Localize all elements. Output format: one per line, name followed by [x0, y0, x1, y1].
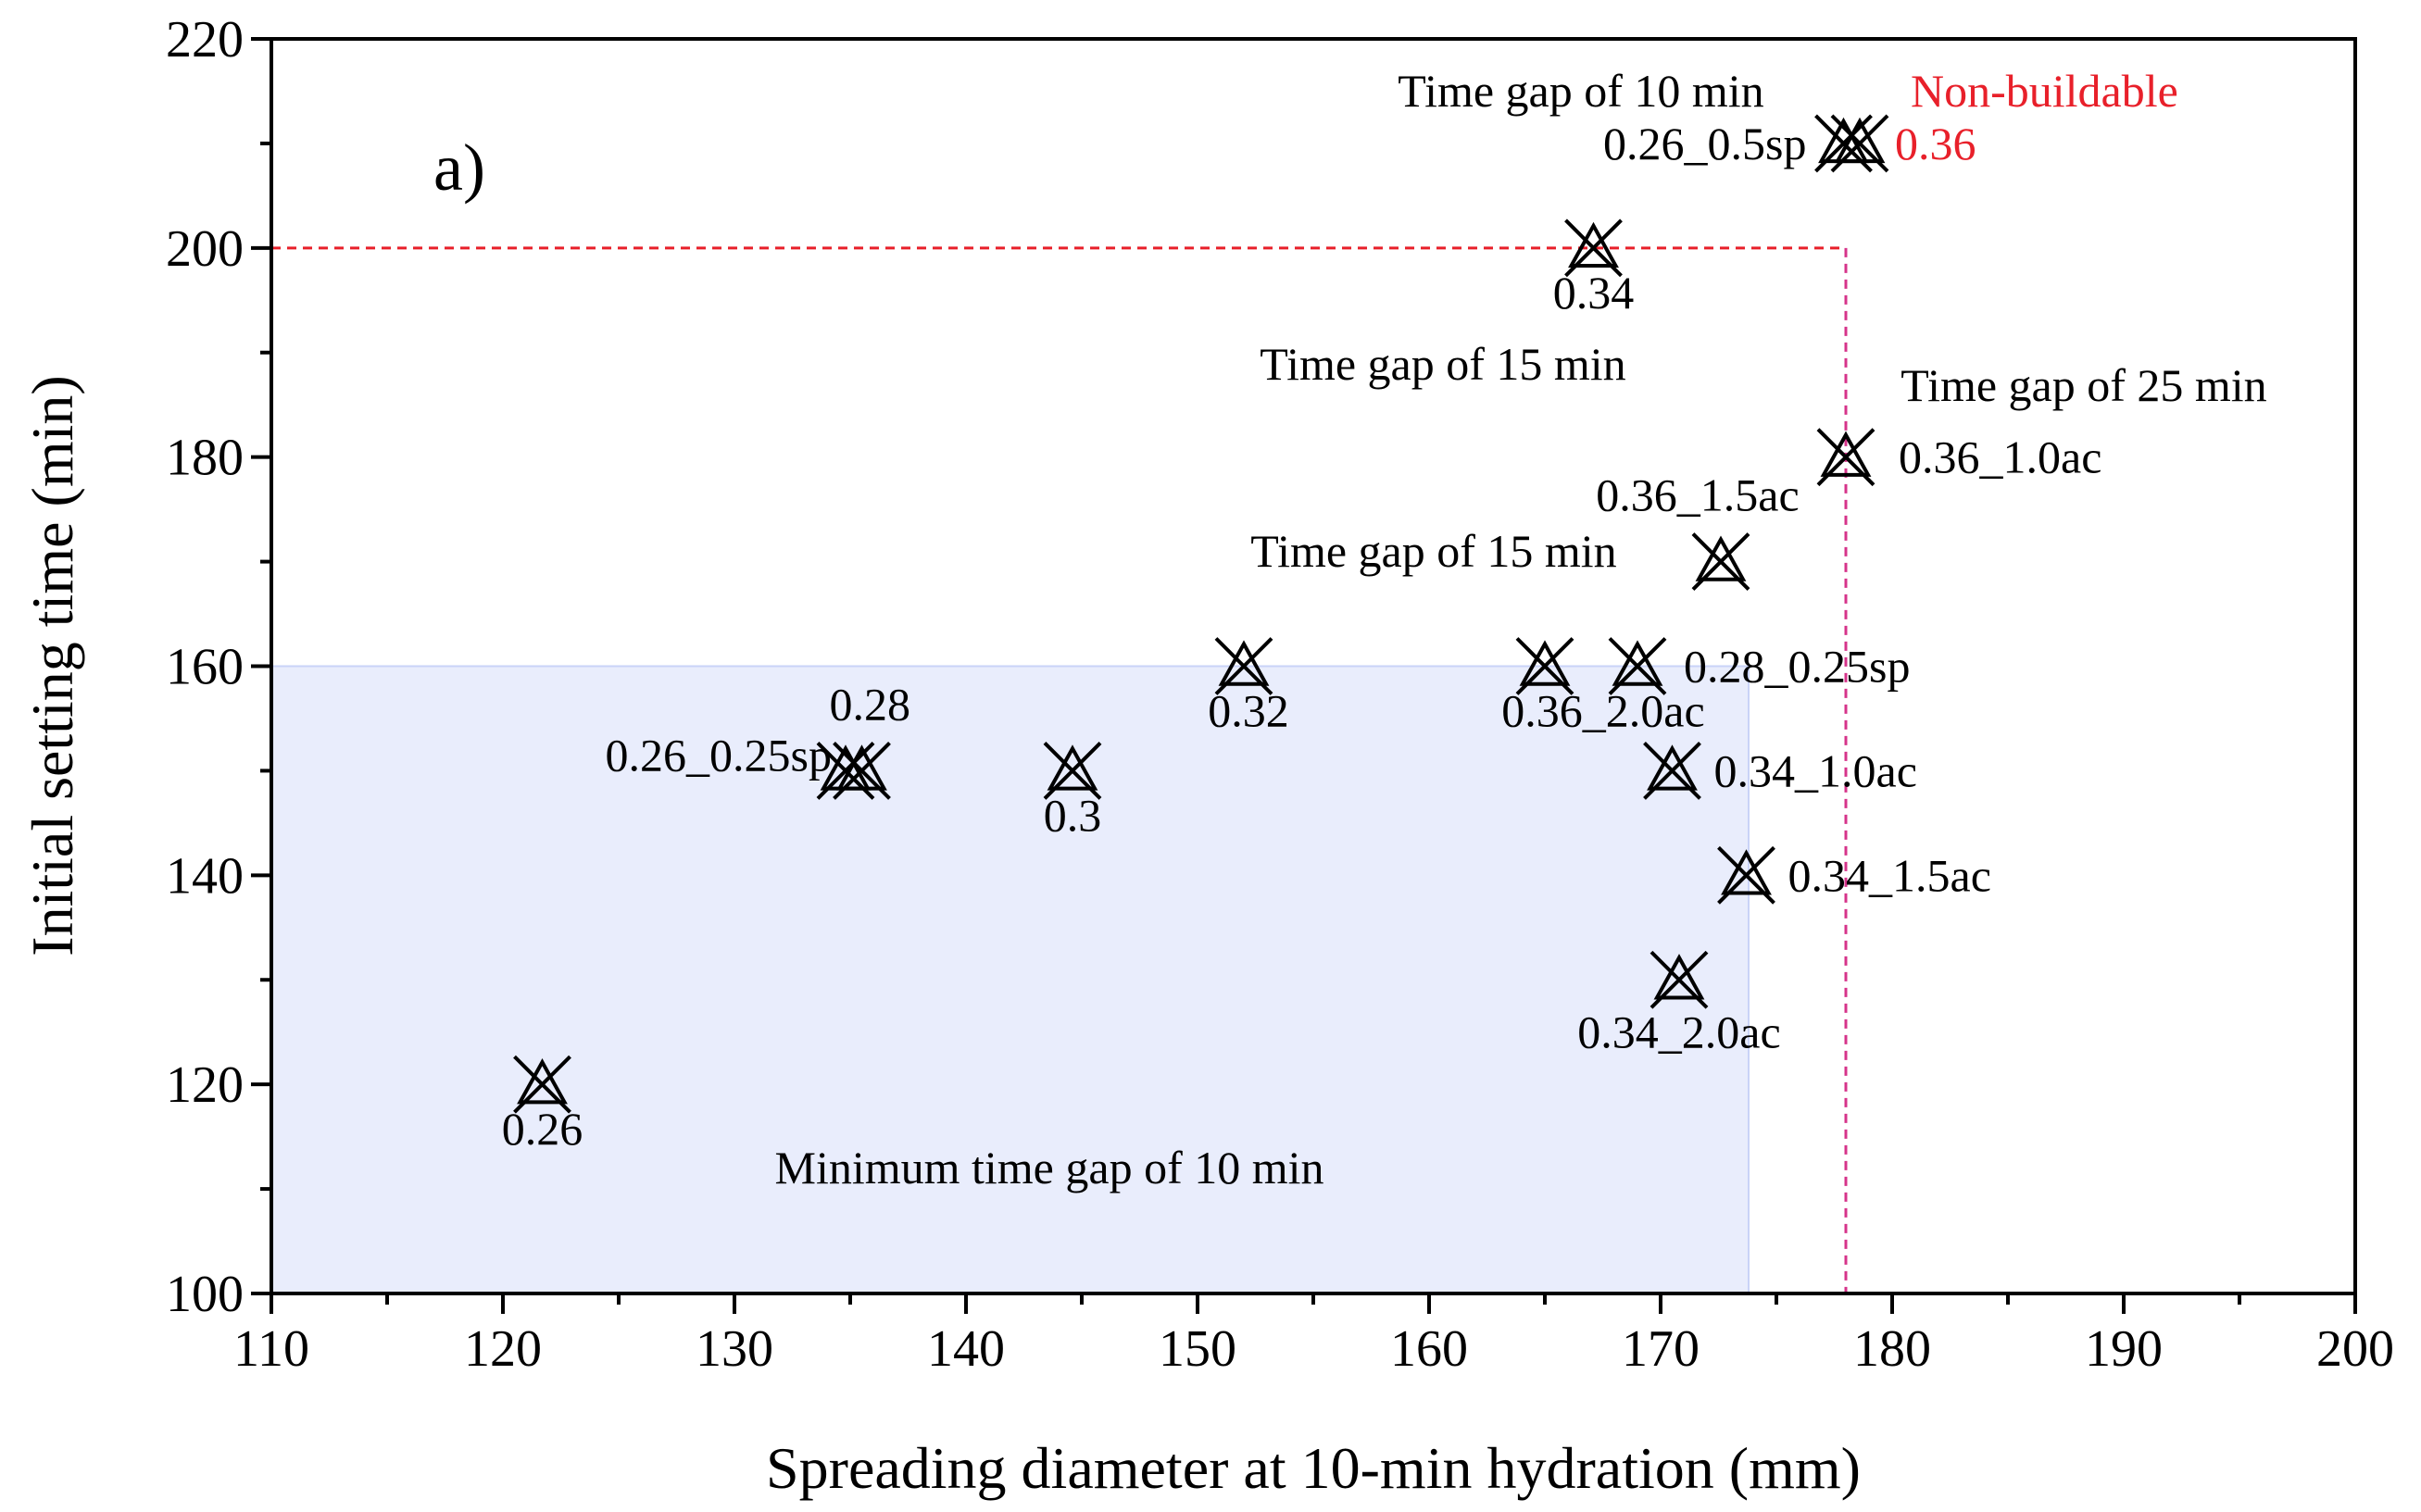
annotation-gap15-lower: Time gap of 15 min [1250, 525, 1616, 577]
annotation-gap15-upper: Time gap of 15 min [1260, 338, 1625, 390]
x-tick-label: 170 [1622, 1320, 1700, 1378]
point-label: 0.36_2.0ac [1501, 685, 1704, 737]
y-tick-label: 180 [166, 430, 244, 487]
y-tick-label: 120 [166, 1056, 244, 1114]
data-point-marker [1214, 637, 1273, 695]
x-tick-label: 190 [2085, 1320, 2163, 1378]
point-label: 0.26 [502, 1103, 583, 1155]
data-point-marker [1650, 950, 1709, 1009]
data-point-marker [1515, 637, 1574, 695]
plot-frame [270, 37, 2357, 1295]
y-tick-label: 160 [166, 639, 244, 696]
annotation-non-buildable: Non-buildable [1911, 65, 2178, 117]
x-tick-label: 140 [927, 1320, 1005, 1378]
annotation-gap10: Time gap of 10 min [1398, 65, 1763, 117]
x-tick-label: 120 [464, 1320, 542, 1378]
x-tick-label: 110 [233, 1320, 309, 1378]
point-label: 0.36 [1895, 118, 1976, 169]
point-label: 0.36_1.0ac [1899, 431, 2101, 483]
x-tick-label: 160 [1390, 1320, 1468, 1378]
axis-ticks [251, 37, 2357, 1314]
point-label: 0.26_0.25sp [606, 729, 832, 781]
annotation-min-gap: Minimum time gap of 10 min [774, 1142, 1323, 1193]
data-point-marker [1816, 428, 1875, 487]
point-label: 0.28_0.25sp [1684, 641, 1910, 693]
x-tick-label: 130 [696, 1320, 773, 1378]
annotation-gap25: Time gap of 25 min [1900, 359, 2266, 411]
data-point-marker [1564, 219, 1623, 278]
data-point-marker [1717, 845, 1775, 905]
point-label: 0.26_0.5sp [1603, 118, 1806, 169]
point-label: 0.34_2.0ac [1577, 1006, 1780, 1057]
point-label: 0.28 [830, 678, 911, 730]
data-point-marker [1643, 742, 1701, 800]
x-tick-label: 200 [2316, 1320, 2394, 1378]
y-tick-label: 100 [166, 1266, 244, 1323]
point-label: 0.32 [1208, 685, 1289, 737]
panel-label: a) [433, 131, 485, 205]
point-label: 0.34_1.5ac [1788, 849, 1991, 901]
buildable-region [270, 665, 1750, 1294]
x-axis-title: Spreading diameter at 10-min hydration (… [766, 1435, 1861, 1501]
data-point-marker [1608, 637, 1667, 695]
x-tick-label: 150 [1159, 1320, 1236, 1378]
data-point-marker [833, 742, 891, 800]
y-tick-label: 140 [166, 847, 244, 905]
point-label: 0.34 [1553, 267, 1635, 319]
data-point-marker [1691, 532, 1750, 591]
data-point-marker [513, 1055, 571, 1114]
x-tick-label: 180 [1853, 1320, 1931, 1378]
y-tick-label: 220 [166, 11, 244, 69]
point-label: 0.34_1.0ac [1714, 744, 1917, 796]
point-label: 0.36_1.5ac [1596, 469, 1799, 521]
y-axis-title: Initial setting time (min) [19, 375, 85, 956]
annotations: Minimum time gap of 10 min Time gap of 15… [774, 65, 2266, 1193]
y-tick-label: 200 [166, 220, 244, 278]
data-point-marker [1043, 742, 1102, 800]
data-point-marker [1830, 114, 1889, 173]
point-label: 0.3 [1044, 789, 1102, 841]
tick-labels: 110 120 130 140 150 160 170 180 190 200 100 120 140 1… [166, 11, 2394, 1378]
data-markers [513, 114, 1889, 1114]
